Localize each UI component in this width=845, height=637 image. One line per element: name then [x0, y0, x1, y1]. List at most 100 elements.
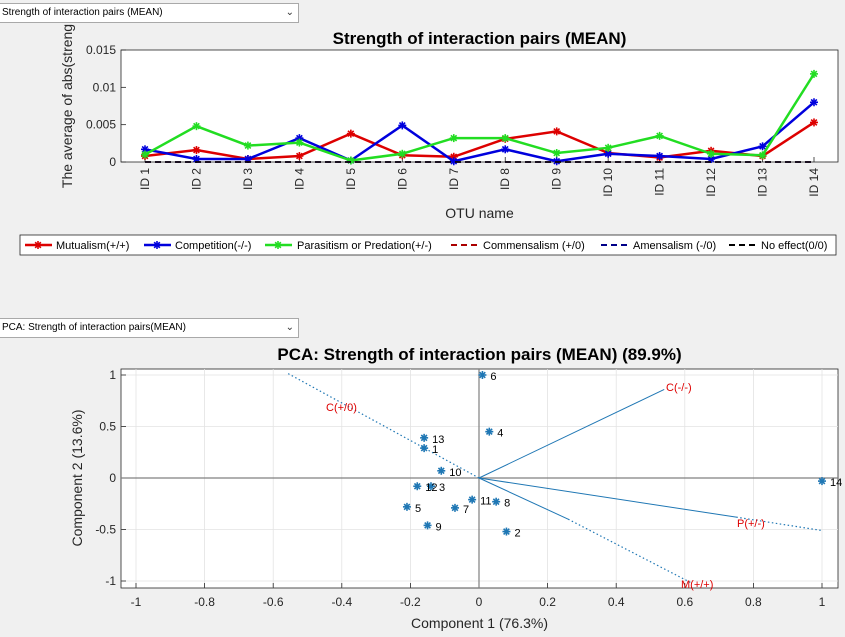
data-point — [449, 134, 458, 143]
x-tick-label: 0 — [476, 595, 483, 609]
vector-extension — [286, 372, 480, 479]
data-point — [141, 150, 149, 159]
x-axis-label: OTU name — [445, 205, 514, 221]
point-label: 11 — [480, 496, 491, 508]
data-point — [604, 143, 613, 152]
x-tick-label: ID 10 — [601, 168, 615, 197]
y-tick-label: 0.015 — [86, 43, 116, 57]
pca-point — [468, 495, 477, 504]
chart-select-value: Strength of interaction pairs (MEAN) — [2, 7, 163, 18]
x-tick-label: 1 — [819, 595, 826, 609]
point-label: 1 — [432, 444, 438, 456]
point-label: 10 — [449, 467, 461, 479]
y-tick-label: 0.005 — [86, 118, 116, 132]
point-label: 7 — [463, 504, 469, 516]
pca-point — [492, 497, 501, 506]
pca-point — [437, 466, 446, 475]
vector-extension — [736, 516, 823, 532]
vector-label: C(-/-) — [666, 382, 692, 394]
pca-point — [420, 444, 429, 453]
data-point — [295, 138, 304, 147]
vector-line — [478, 477, 737, 518]
chart-title: Strength of interaction pairs (MEAN) — [333, 29, 627, 48]
vector-label: P(+/-) — [737, 518, 765, 530]
data-point — [398, 121, 407, 130]
data-point — [810, 118, 818, 127]
x-tick-label: -0.8 — [194, 595, 215, 609]
pca-point — [423, 521, 432, 530]
x-tick-label: ID 5 — [344, 168, 358, 190]
data-point — [758, 142, 767, 151]
chart-select-dropdown[interactable]: Strength of interaction pairs (MEAN) ⌄ — [0, 3, 299, 23]
point-label: 9 — [436, 521, 442, 533]
chevron-down-icon: ⌄ — [285, 322, 294, 333]
legend-marker — [274, 241, 282, 249]
legend-label: Amensalism (-/0) — [633, 240, 716, 252]
data-point — [501, 145, 510, 154]
x-tick-label: -0.2 — [400, 595, 421, 609]
pca-point — [413, 482, 422, 491]
x-tick-label: 0.8 — [745, 595, 762, 609]
pca-select-value: PCA: Strength of interaction pairs(MEAN) — [2, 322, 186, 333]
point-label: 4 — [497, 428, 503, 440]
vector-label: C(+/0) — [326, 402, 357, 414]
data-point — [552, 149, 561, 158]
x-tick-label: ID 6 — [395, 168, 409, 190]
pca-point — [502, 527, 511, 536]
pca-biplot: PCA: Strength of interaction pairs (MEAN… — [69, 345, 842, 631]
series-line-2 — [144, 73, 816, 162]
pca-point — [485, 427, 494, 436]
legend-label: Mutualism(+/+) — [56, 240, 129, 252]
x-tick-label: ID 9 — [550, 168, 564, 190]
pca-point — [402, 502, 411, 511]
x-tick-label: ID 12 — [704, 168, 718, 197]
x-tick-label: 0.6 — [676, 595, 693, 609]
data-point — [192, 146, 201, 155]
y-axis-label: The average of abs(streng — [59, 24, 75, 188]
data-point — [758, 151, 767, 160]
data-point — [192, 122, 201, 131]
data-point — [346, 156, 355, 165]
data-point — [655, 152, 664, 161]
data-point — [243, 141, 252, 150]
x-tick-label: ID 13 — [756, 168, 770, 197]
pca-point — [426, 482, 435, 491]
pca-point — [420, 433, 429, 442]
y-axis-label: Component 2 (13.6%) — [69, 410, 85, 547]
point-label: 3 — [439, 482, 445, 494]
pca-select-dropdown[interactable]: PCA: Strength of interaction pairs(MEAN)… — [0, 318, 299, 338]
x-tick-label: -1 — [131, 595, 142, 609]
x-tick-label: ID 4 — [292, 168, 306, 190]
y-tick-label: 0.01 — [93, 80, 117, 94]
vector-line — [478, 388, 665, 479]
pca-point — [478, 371, 487, 379]
data-point — [346, 129, 355, 138]
legend-label: Competition(-/-) — [175, 240, 251, 252]
legend-label: Parasitism or Predation(+/-) — [297, 240, 432, 252]
y-tick-label: 0 — [109, 471, 116, 485]
data-point — [655, 131, 664, 140]
data-point — [449, 157, 458, 166]
chart-title: PCA: Strength of interaction pairs (MEAN… — [277, 345, 681, 364]
legend — [19, 234, 837, 256]
legend-marker — [34, 241, 42, 249]
line-chart: Strength of interaction pairs (MEAN) 0 0.0… — [19, 24, 839, 256]
y-tick-label: 1 — [109, 368, 116, 382]
x-tick-label: ID 2 — [189, 168, 203, 190]
point-label: 6 — [490, 371, 496, 383]
point-label: 8 — [504, 498, 510, 510]
y-tick-label: 0.5 — [99, 420, 116, 434]
legend-label: No effect(0/0) — [761, 240, 827, 252]
pca-point — [450, 503, 459, 512]
x-tick-label: ID 1 — [138, 168, 152, 190]
legend-label: Commensalism (+/0) — [483, 240, 585, 252]
x-tick-label: 0.4 — [608, 595, 625, 609]
data-point — [810, 98, 818, 107]
x-tick-label: ID 11 — [653, 168, 667, 196]
x-tick-label: 0.2 — [539, 595, 556, 609]
pca-point — [818, 477, 826, 486]
x-tick-label: ID 8 — [498, 168, 512, 190]
x-axis-label: Component 1 (76.3%) — [411, 615, 548, 631]
point-label: 2 — [514, 528, 520, 540]
x-tick-label: -0.4 — [331, 595, 352, 609]
